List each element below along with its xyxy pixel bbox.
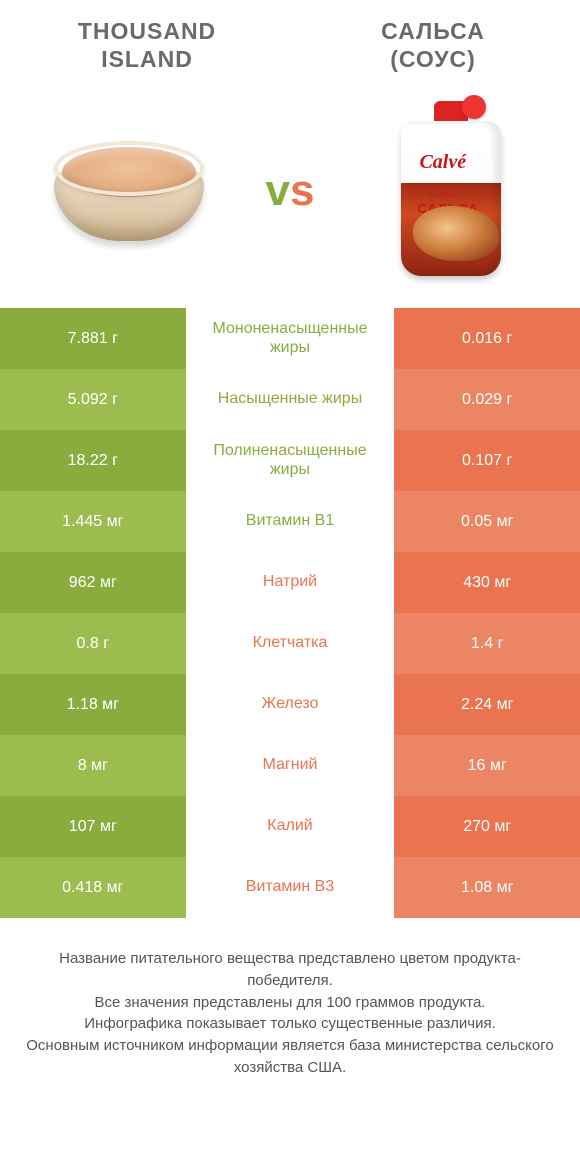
- nutrient-name: Клетчатка: [186, 613, 395, 674]
- left-value: 7.881 г: [0, 308, 186, 369]
- nutrient-name: Калий: [186, 796, 395, 857]
- table-row: 8 мгМагний16 мг: [0, 735, 580, 796]
- left-value: 8 мг: [0, 735, 186, 796]
- nutrient-name: Мононенасыщенные жиры: [186, 308, 395, 369]
- table-row: 107 мгКалий270 мг: [0, 796, 580, 857]
- sauce-bowl-icon: [54, 141, 204, 241]
- nutrient-name: Железо: [186, 674, 395, 735]
- left-product-image: [49, 111, 209, 271]
- comparison-table: 7.881 гМононенасыщенные жиры0.016 г5.092…: [0, 308, 580, 918]
- right-value: 430 мг: [394, 552, 580, 613]
- nutrient-name: Насыщенные жиры: [186, 369, 395, 430]
- pouch-brand: Calvé: [419, 151, 466, 174]
- left-value: 1.18 мг: [0, 674, 186, 735]
- pouch-line1: СОУС: [429, 189, 456, 199]
- nutrient-name: Витамин B3: [186, 857, 395, 918]
- vs-s: s: [290, 166, 314, 216]
- right-title-line2: (СОУС): [316, 46, 550, 74]
- table-row: 7.881 гМононенасыщенные жиры0.016 г: [0, 308, 580, 369]
- nutrient-name: Натрий: [186, 552, 395, 613]
- right-title-line1: САЛЬСА: [316, 18, 550, 46]
- right-product-title: САЛЬСА (СОУС): [316, 18, 550, 73]
- nutrient-name: Полиненасыщенные жиры: [186, 430, 395, 491]
- left-value: 18.22 г: [0, 430, 186, 491]
- titles-row: THOUSAND ISLAND САЛЬСА (СОУС): [0, 0, 580, 83]
- image-row: v s Calvé СОУС САЛЬСА: [0, 83, 580, 308]
- table-row: 5.092 гНасыщенные жиры0.029 г: [0, 369, 580, 430]
- right-value: 16 мг: [394, 735, 580, 796]
- vs-v: v: [266, 166, 290, 216]
- left-value: 962 мг: [0, 552, 186, 613]
- nutrient-name: Магний: [186, 735, 395, 796]
- right-value: 270 мг: [394, 796, 580, 857]
- right-value: 2.24 мг: [394, 674, 580, 735]
- left-value: 107 мг: [0, 796, 186, 857]
- footer-line-0: Название питательного вещества представл…: [22, 948, 558, 992]
- table-row: 1.18 мгЖелезо2.24 мг: [0, 674, 580, 735]
- salsa-pouch-icon: Calvé СОУС САЛЬСА: [396, 101, 506, 281]
- right-value: 1.4 г: [394, 613, 580, 674]
- right-value: 0.029 г: [394, 369, 580, 430]
- left-title-line1: THOUSAND: [78, 18, 216, 44]
- vs-badge: v s: [266, 166, 315, 216]
- left-title-line2: ISLAND: [101, 46, 193, 72]
- left-value: 0.418 мг: [0, 857, 186, 918]
- left-product-title: THOUSAND ISLAND: [30, 18, 264, 73]
- footer-line-1: Все значения представлены для 100 граммо…: [22, 992, 558, 1014]
- table-row: 18.22 гПолиненасыщенные жиры0.107 г: [0, 430, 580, 491]
- footer-line-2: Инфографика показывает только существенн…: [22, 1013, 558, 1035]
- table-row: 0.418 мгВитамин B31.08 мг: [0, 857, 580, 918]
- left-value: 5.092 г: [0, 369, 186, 430]
- footer-notes: Название питательного вещества представл…: [0, 918, 580, 1079]
- right-value: 1.08 мг: [394, 857, 580, 918]
- right-value: 0.107 г: [394, 430, 580, 491]
- footer-line-3: Основным источником информации является …: [22, 1035, 558, 1079]
- left-value: 0.8 г: [0, 613, 186, 674]
- left-value: 1.445 мг: [0, 491, 186, 552]
- nutrient-name: Витамин B1: [186, 491, 395, 552]
- table-row: 962 мгНатрий430 мг: [0, 552, 580, 613]
- right-value: 0.016 г: [394, 308, 580, 369]
- table-row: 1.445 мгВитамин B10.05 мг: [0, 491, 580, 552]
- right-product-image: Calvé СОУС САЛЬСА: [371, 111, 531, 271]
- right-value: 0.05 мг: [394, 491, 580, 552]
- table-row: 0.8 гКлетчатка1.4 г: [0, 613, 580, 674]
